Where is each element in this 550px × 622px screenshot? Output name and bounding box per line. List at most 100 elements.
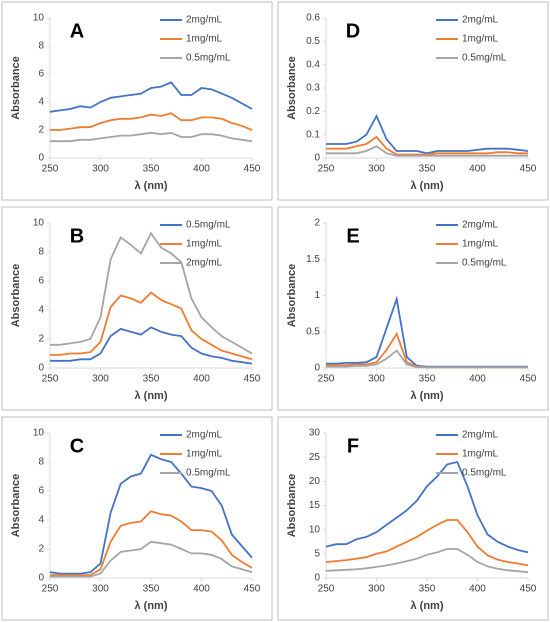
x-tick-label: 250 [42,164,59,175]
x-tick-label: 350 [143,164,160,175]
legend-label: 1mg/mL [462,34,499,45]
y-tick-label: 8 [38,41,44,52]
legend-label: 0.5mg/mL [462,468,507,479]
series-line [49,81,253,113]
legend-label: 2mg/mL [186,430,223,441]
y-tick-label: 8 [38,247,44,258]
y-tick-label: 10 [33,13,45,24]
y-tick-label: 0 [38,363,44,374]
y-axis-title: Absorbance [286,56,298,120]
x-tick-label: 350 [419,374,436,385]
y-tick-label: 8 [38,457,44,468]
y-tick-label: 1 [314,290,320,301]
legend-label: 0.5mg/mL [186,468,231,479]
y-tick-label: 2 [38,544,44,555]
y-tick-label: 10 [33,218,45,229]
x-tick-label: 400 [193,164,210,175]
panel-letter: F [347,435,359,457]
x-tick-label: 250 [318,164,335,175]
y-tick-label: 0 [38,153,44,164]
legend-label: 2mg/mL [186,15,223,26]
x-tick-label: 250 [318,374,335,385]
series-line [50,540,253,578]
x-axis-title: λ (nm) [135,600,168,612]
panel-border [277,416,549,621]
panel-letter: C [70,435,84,457]
y-tick-label: 10 [309,524,321,535]
legend-label: 1mg/mL [186,239,223,250]
legend-label: 1mg/mL [462,449,499,460]
y-tick-label: 30 [309,428,321,439]
series-line [326,135,528,156]
y-tick-label: 25 [309,452,321,463]
legend-label: 2mg/mL [462,430,499,441]
series-line [50,510,253,576]
x-tick-label: 450 [244,584,261,595]
x-tick-label: 300 [368,584,385,595]
y-tick-label: 4 [38,515,44,526]
y-tick-label: 1.5 [306,254,320,265]
series-line [325,519,529,567]
x-tick-label: 450 [244,374,261,385]
legend-label: 0.5mg/mL [462,258,507,269]
legend-label: 2mg/mL [186,258,223,269]
y-tick-label: 0.3 [306,83,320,94]
x-tick-label: 400 [469,374,486,385]
x-tick-label: 400 [469,584,486,595]
panel-letter: D [346,20,360,42]
y-tick-label: 4 [38,305,44,316]
legend-label: 0.5mg/mL [186,220,231,231]
x-tick-label: 450 [520,374,537,385]
x-tick-label: 300 [92,164,109,175]
x-tick-label: 300 [92,374,109,385]
legend-label: 0.5mg/mL [462,53,507,64]
legend-label: 1mg/mL [186,449,223,460]
y-tick-label: 0.4 [306,59,320,70]
x-tick-label: 350 [419,164,436,175]
y-axis-title: Absorbance [10,474,22,538]
x-tick-label: 400 [193,584,210,595]
legend-label: 2mg/mL [462,220,499,231]
series-line [50,112,253,131]
y-tick-label: 6 [38,69,44,80]
x-tick-label: 450 [520,584,537,595]
x-tick-label: 300 [368,374,385,385]
panel-border [277,206,549,411]
y-axis-title: Absorbance [286,264,298,328]
x-tick-label: 450 [520,164,537,175]
series-line [49,453,253,575]
series-line [50,131,253,143]
x-tick-label: 350 [419,584,436,595]
y-tick-label: 15 [309,500,321,511]
panel-border [1,206,273,411]
y-tick-label: 0 [314,363,320,374]
x-axis-title: λ (nm) [411,390,444,402]
y-axis-title: Absorbance [10,264,22,328]
legend-label: 0.5mg/mL [186,53,231,64]
series-line [326,145,528,157]
series-line [326,113,529,155]
legend-label: 2mg/mL [462,15,499,26]
panel-border [1,416,273,621]
panel-border [277,1,549,201]
series-line [325,548,529,574]
x-tick-label: 400 [469,164,486,175]
legend-label: 1mg/mL [462,239,499,250]
panel-letter: B [70,225,84,247]
series-line [326,295,528,368]
x-tick-label: 250 [318,584,335,595]
legend-label: 1mg/mL [186,34,223,45]
y-tick-label: 20 [309,476,321,487]
panel-letter: E [346,225,359,247]
x-tick-label: 250 [42,584,59,595]
x-tick-label: 400 [193,374,210,385]
x-axis-title: λ (nm) [135,180,168,192]
series-line [50,231,253,355]
series-line [50,326,253,365]
y-tick-label: 2 [38,125,44,136]
series-line [325,460,529,554]
y-tick-label: 0.5 [306,326,320,337]
x-axis-title: λ (nm) [411,600,444,612]
